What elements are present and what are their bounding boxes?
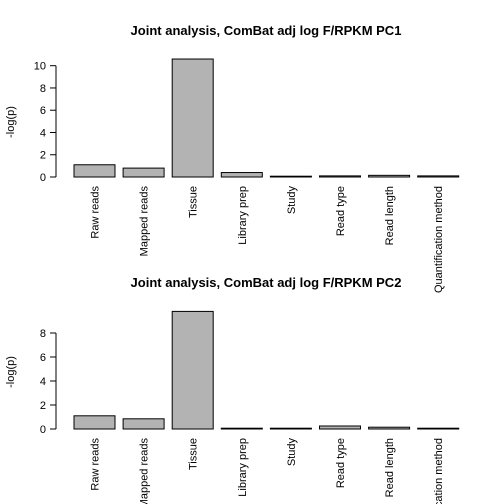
bar [73,164,116,178]
category-label: Library prep [237,186,249,245]
y-tick-label: 0 [40,172,46,184]
bar [171,58,214,178]
bar [269,427,312,430]
category-label: Quantification method [433,186,445,293]
bar [73,415,116,430]
y-tick-label: 4 [40,376,46,388]
y-tick-label: 6 [40,105,46,117]
y-tick-label: 4 [40,127,46,139]
bar [122,167,165,178]
category-label: Tissue [188,186,200,218]
category-label: Library prep [237,438,249,497]
y-tick-label: 8 [40,83,46,95]
y-tick-label: 8 [40,328,46,340]
chart-title: Joint analysis, ComBat adj log F/RPKM PC… [131,275,402,290]
bar [417,175,460,178]
bar [368,426,411,430]
y-tick-label: 6 [40,352,46,364]
category-label: Mapped reads [139,438,151,504]
y-tick-label: 10 [34,61,46,73]
bar [319,425,361,430]
chart-title: Joint analysis, ComBat adj log F/RPKM PC… [131,23,402,38]
category-label: Tissue [188,438,200,470]
bar [269,175,312,178]
bar [417,427,460,430]
bar [171,310,214,430]
bar [220,172,263,178]
bar [220,427,263,430]
category-label: Study [286,186,298,215]
category-label: Raw reads [90,186,102,239]
category-labels: Raw reads Mapped reads Tissue Library prep S… [90,438,446,504]
bar [319,175,361,178]
chart-panel-1: Joint analysis, ComBat adj log F/RPKM PC… [5,23,460,294]
y-axis: 0 2 4 6 8 10 [34,61,57,184]
y-tick-label: 2 [40,150,46,162]
y-axis-label: -log(p) [5,356,17,388]
y-axis-label: -log(p) [5,106,17,138]
category-labels: Raw reads Mapped reads Tissue Library prep S… [90,186,446,294]
category-label: Raw reads [90,438,102,491]
bars [73,58,460,178]
y-tick-label: 0 [40,424,46,436]
category-label: Read length [384,186,396,245]
category-label: Mapped reads [139,186,151,257]
category-label: Study [286,438,298,467]
category-label: Quantification method [433,438,445,504]
bar [368,174,411,178]
category-label: Read type [335,186,347,236]
category-label: Read type [335,438,347,488]
chart-panel-2: Joint analysis, ComBat adj log F/RPKM PC… [5,275,460,504]
y-axis: 0 2 4 6 8 [40,328,57,436]
bars [73,310,460,430]
category-label: Read length [384,438,396,497]
y-tick-label: 2 [40,400,46,412]
bar [122,418,165,430]
